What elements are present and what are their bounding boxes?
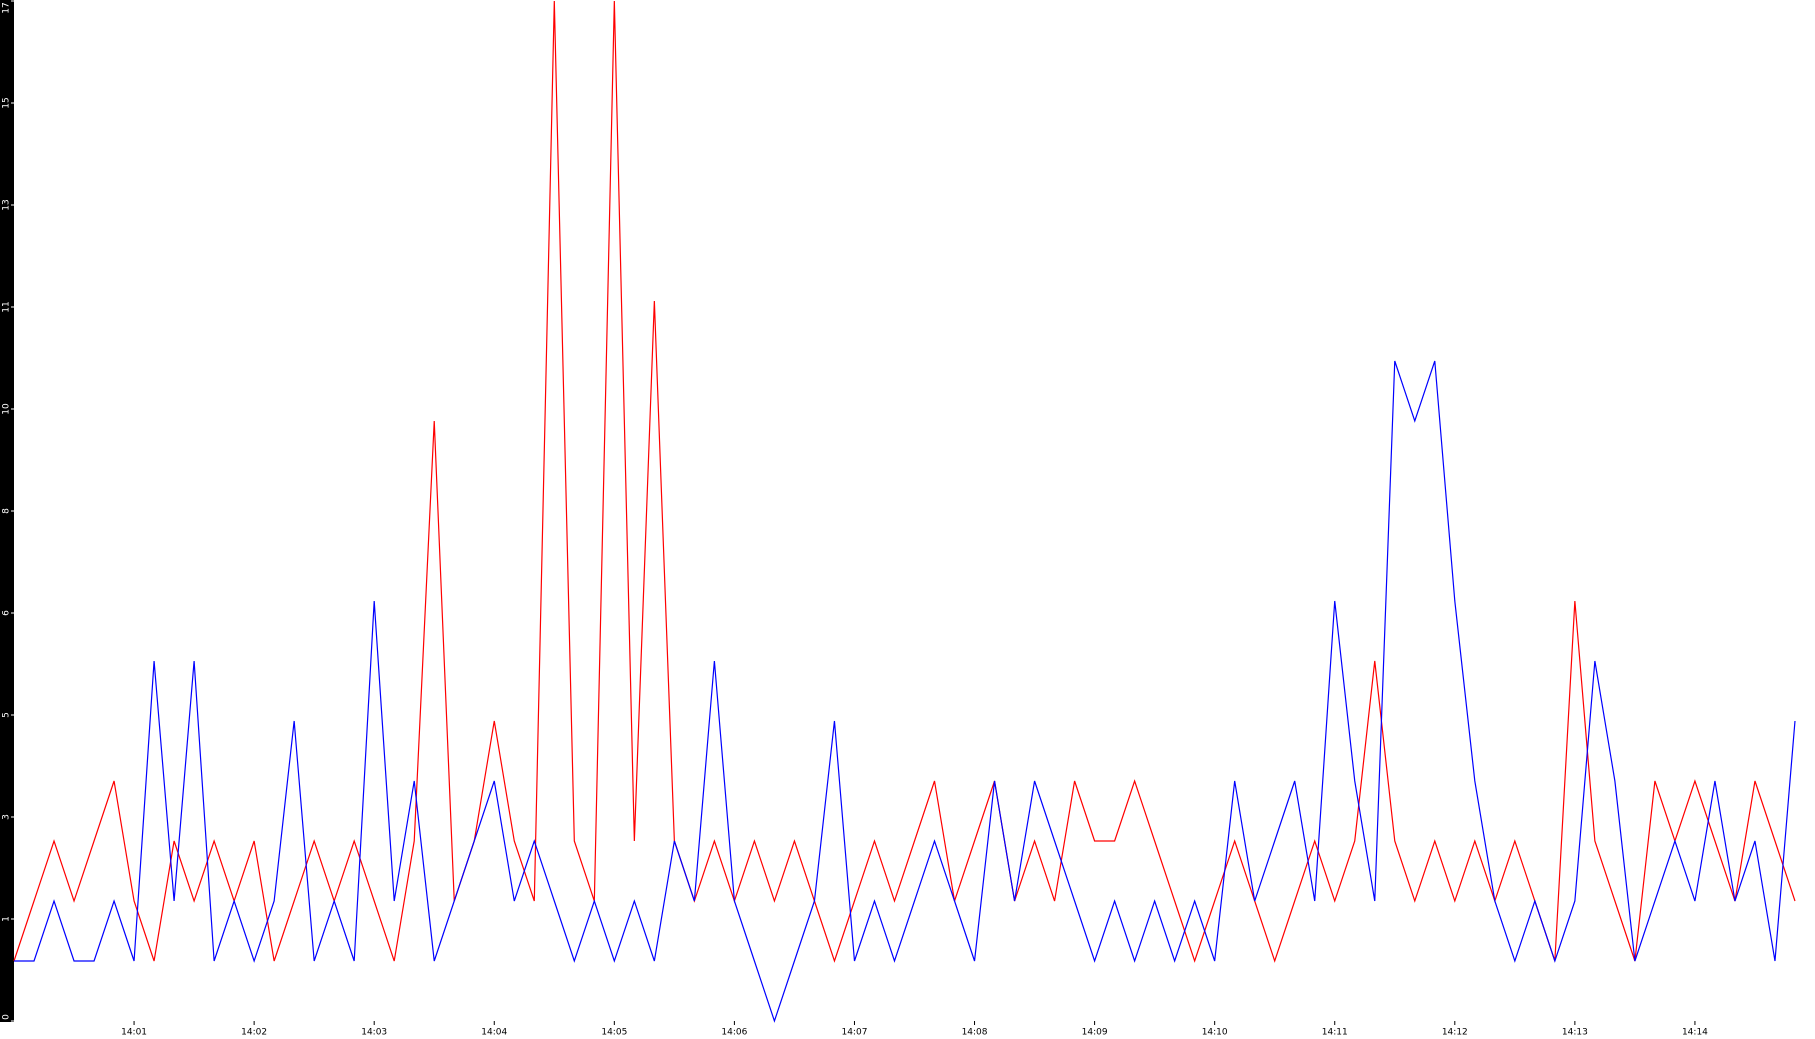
y-tick-label: 11 (2, 301, 12, 312)
x-tick-label: 14:14 (1682, 1028, 1708, 1038)
x-axis-strip (0, 1022, 1815, 1039)
series-line (13, 0, 1796, 963)
y-tick-label: 8 (2, 508, 12, 514)
y-tick-label: 3 (2, 814, 12, 820)
x-tick-label: 14:07 (841, 1028, 867, 1038)
y-tick-label: 15 (2, 97, 12, 108)
x-tick-label: 14:03 (361, 1028, 387, 1038)
x-tick-label: 14:08 (962, 1028, 988, 1038)
x-tick-label: 14:12 (1442, 1028, 1468, 1038)
x-tick-label: 14:01 (121, 1028, 147, 1038)
y-tick-label: 5 (2, 712, 12, 718)
x-tick-label: 14:05 (601, 1028, 627, 1038)
y-tick-label: 13 (2, 199, 12, 210)
x-tick-label: 14:13 (1562, 1028, 1588, 1038)
x-tick-label: 14:04 (481, 1028, 507, 1038)
x-tick-label: 14:06 (721, 1028, 747, 1038)
x-tick-label: 14:10 (1202, 1028, 1228, 1038)
y-tick-label: 10 (2, 403, 12, 415)
x-tick-label: 14:02 (241, 1028, 267, 1038)
series-line (14, 360, 1796, 1023)
y-tick-label: 6 (2, 610, 12, 616)
x-tick-label: 14:09 (1082, 1028, 1108, 1038)
x-tick-label: 14:11 (1322, 1028, 1348, 1038)
y-tick-label: 1 (2, 916, 12, 922)
y-tick-label: 17 (2, 2, 12, 13)
y-tick-label: 0 (2, 1014, 12, 1020)
y-axis-strip (0, 0, 14, 1039)
